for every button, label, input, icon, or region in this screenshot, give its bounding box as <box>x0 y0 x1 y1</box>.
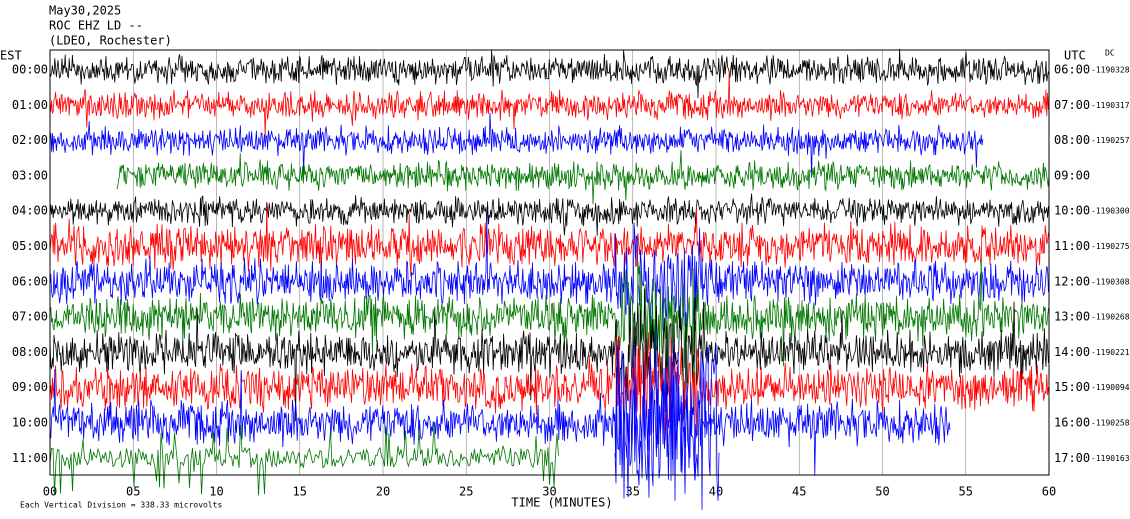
est-label: 10:00 <box>12 416 48 430</box>
est-label: 01:00 <box>12 98 48 112</box>
dc-value: -1190163 <box>1091 454 1130 463</box>
dc-value: -1190300 <box>1091 207 1130 216</box>
trace <box>49 213 1049 342</box>
utc-label: 06:00 <box>1054 63 1090 77</box>
x-title: TIME (MINUTES) <box>511 496 612 510</box>
right-zone: UTC <box>1064 49 1086 63</box>
location: (LDEO, Rochester) <box>49 34 172 48</box>
utc-label: 08:00 <box>1054 133 1090 147</box>
utc-label: 15:00 <box>1054 380 1090 394</box>
date: May30,2025 <box>49 4 121 18</box>
x-tick-label: 45 <box>792 485 806 499</box>
traces <box>49 48 1050 510</box>
left-zone: EST <box>0 49 22 63</box>
dc-value: -1190268 <box>1091 313 1130 322</box>
trace <box>49 367 951 481</box>
utc-label: 12:00 <box>1054 274 1090 288</box>
est-label: 07:00 <box>12 310 48 324</box>
dc-value: -1190221 <box>1091 348 1130 357</box>
x-tick-label: 15 <box>293 485 307 499</box>
x-tick-label: 30 <box>542 485 556 499</box>
trace <box>49 70 1049 138</box>
x-tick-label: 50 <box>875 485 889 499</box>
plot-frame <box>49 49 1050 476</box>
dc-value: -1190257 <box>1091 136 1130 145</box>
utc-label: 17:00 <box>1054 451 1090 465</box>
x-tick-label: 25 <box>459 485 473 499</box>
utc-label: 11:00 <box>1054 239 1090 253</box>
dc-value: -1190317 <box>1091 101 1130 110</box>
utc-label: 07:00 <box>1054 98 1090 112</box>
trace <box>49 332 1049 441</box>
est-label: 03:00 <box>12 168 48 182</box>
est-label: 06:00 <box>12 274 48 288</box>
station: ROC EHZ LD -- <box>49 19 143 33</box>
x-tick-label: 20 <box>376 485 390 499</box>
x-tick-label: 10 <box>209 485 223 499</box>
dc-label: DC <box>1105 49 1115 58</box>
utc-label: 14:00 <box>1054 345 1090 359</box>
x-tick-label: 00 <box>43 485 57 499</box>
trace <box>49 202 1049 278</box>
dc-value: -1190328 <box>1091 66 1130 75</box>
trace <box>49 48 1049 99</box>
utc-label: 13:00 <box>1054 310 1090 324</box>
x-tick-label: 40 <box>709 485 723 499</box>
footer: Each Vertical Division = 338.33 microvol… <box>20 501 222 510</box>
dc-value: -1190275 <box>1091 242 1130 251</box>
utc-label: 16:00 <box>1054 416 1090 430</box>
est-label: 05:00 <box>12 239 48 253</box>
x-tick-label: 60 <box>1042 485 1056 499</box>
est-label: 02:00 <box>12 133 48 147</box>
est-label: 00:00 <box>12 63 48 77</box>
utc-label: 10:00 <box>1054 204 1090 218</box>
x-tick-label: 55 <box>959 485 973 499</box>
est-label: 04:00 <box>12 204 48 218</box>
trace <box>49 258 1049 410</box>
x-tick-label: 05 <box>126 485 140 499</box>
utc-label: 09:00 <box>1054 168 1090 182</box>
dc-value: -1190094 <box>1091 383 1130 392</box>
trace <box>49 112 984 178</box>
est-label: 08:00 <box>12 345 48 359</box>
est-label: 09:00 <box>12 380 48 394</box>
trace <box>614 330 720 510</box>
trace <box>49 193 1049 236</box>
trace <box>49 288 1049 422</box>
trace <box>49 422 559 496</box>
trace <box>116 150 1050 205</box>
dc-value: -1190258 <box>1091 419 1130 428</box>
x-tick-label: 35 <box>626 485 640 499</box>
est-label: 11:00 <box>12 451 48 465</box>
dc-value: -1190308 <box>1091 277 1130 286</box>
